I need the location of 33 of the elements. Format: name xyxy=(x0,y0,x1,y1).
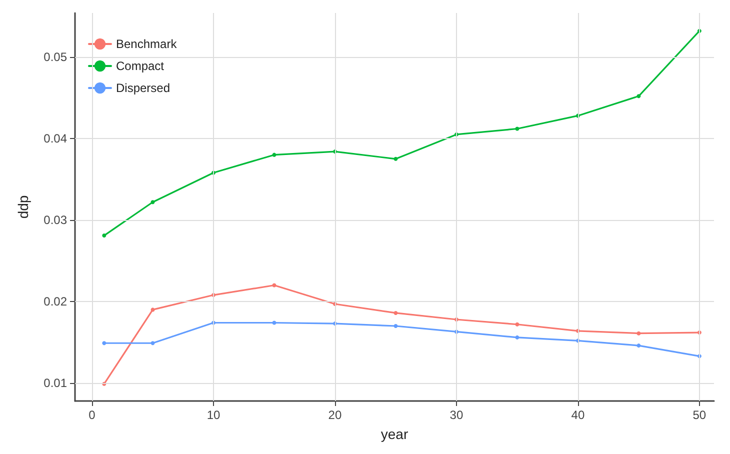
point xyxy=(515,335,520,340)
x-tick-label: 30 xyxy=(450,408,464,422)
y-axis-title: ddp xyxy=(15,195,31,219)
y-tick-label: 0.03 xyxy=(44,213,68,228)
point xyxy=(150,308,155,312)
point xyxy=(636,344,641,348)
point xyxy=(515,126,520,131)
point xyxy=(272,152,276,157)
legend-label: Benchmark xyxy=(116,37,178,51)
x-tick-label: 0 xyxy=(88,408,96,422)
point xyxy=(150,200,155,204)
x-tick-label: 10 xyxy=(206,408,220,422)
point xyxy=(394,156,398,161)
point xyxy=(636,94,641,98)
point xyxy=(272,283,276,288)
point xyxy=(636,331,641,336)
x-tick-label: 20 xyxy=(328,408,342,422)
y-tick-label: 0.02 xyxy=(44,294,68,309)
y-tick-label: 0.04 xyxy=(44,132,68,146)
point xyxy=(394,324,398,328)
point xyxy=(102,341,106,346)
y-tick-label: 0.01 xyxy=(44,376,68,390)
point xyxy=(102,234,106,238)
x-axis-title: year xyxy=(380,426,408,442)
y-tick-label: 0.05 xyxy=(44,50,68,64)
point xyxy=(515,322,520,326)
legend-label: Dispersed xyxy=(116,81,170,95)
legend-label: Compact xyxy=(116,59,165,73)
point xyxy=(272,320,276,325)
point xyxy=(394,310,398,315)
x-tick-label: 50 xyxy=(692,408,706,422)
x-tick-label: 40 xyxy=(571,408,585,422)
point xyxy=(150,341,155,346)
